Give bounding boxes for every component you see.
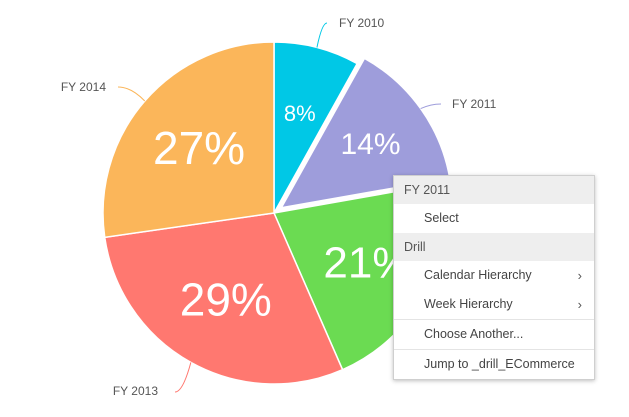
menu-item-week-label: Week Hierarchy <box>424 297 513 311</box>
slice-percent-label: 27% <box>153 122 245 174</box>
menu-item-jump-label: Jump to _drill_ECommerce <box>424 357 575 371</box>
menu-header-drill: Drill <box>394 233 594 261</box>
menu-item-jump-to[interactable]: Jump to _drill_ECommerce <box>394 349 594 379</box>
chevron-right-icon: › <box>577 268 582 283</box>
leader-line <box>117 86 146 102</box>
legend-label-fy-2013: FY 2013 <box>113 384 158 398</box>
context-menu: FY 2011 Select Drill Calendar Hierarchy … <box>393 175 595 380</box>
menu-item-select[interactable]: Select <box>394 204 594 233</box>
pie-slice-fy-2013[interactable] <box>103 212 344 385</box>
slice-percent-label: 29% <box>180 274 272 326</box>
pie-slice-fy-2014[interactable] <box>102 41 275 239</box>
slice-percent-label: 14% <box>340 128 400 161</box>
legend-label-fy-2014: FY 2014 <box>61 80 106 94</box>
leader-line <box>316 22 328 48</box>
menu-item-calendar-hierarchy[interactable]: Calendar Hierarchy › <box>394 261 594 290</box>
pie-slice-fy-2011[interactable] <box>279 57 451 209</box>
legend-label-fy-2011: FY 2011 <box>452 97 497 111</box>
chevron-right-icon: › <box>577 297 582 312</box>
slice-percent-label: 8% <box>284 101 316 126</box>
menu-item-week-hierarchy[interactable]: Week Hierarchy › <box>394 290 594 319</box>
menu-item-choose-label: Choose Another... <box>424 327 524 341</box>
menu-header-fy2011: FY 2011 <box>394 176 594 204</box>
menu-item-choose-another[interactable]: Choose Another... <box>394 319 594 349</box>
leader-line <box>420 103 442 110</box>
legend-label-fy-2010: FY 2010 <box>339 16 384 30</box>
menu-item-select-label: Select <box>424 211 459 225</box>
leader-line <box>174 362 192 393</box>
menu-item-calendar-label: Calendar Hierarchy <box>424 268 532 282</box>
